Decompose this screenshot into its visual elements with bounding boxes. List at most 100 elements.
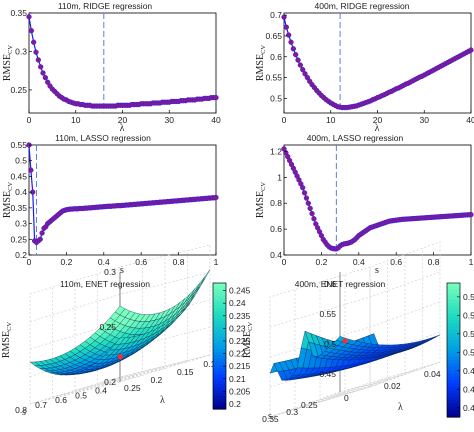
colorbar-segment [213,390,226,394]
y-tick-label: 0.55 [10,140,27,150]
colorbar-segment [213,364,226,369]
y-axis-label: RMSECV [2,182,14,219]
colorbar-segment [213,292,226,297]
colorbar-segment [447,380,460,385]
colorbar-tick-label: 0.56 [463,292,474,302]
x-tick-label: 0.8 [173,257,185,267]
colorbar-segment [447,339,460,344]
x-tick-label: 0 [282,115,287,125]
colorbar-segment [213,393,226,397]
colorbar-tick-label: 0.235 [229,311,251,321]
lambda-axis-label: λ [160,395,165,406]
s-tick-label: 0.5 [75,390,87,400]
data-point [33,49,39,55]
x-tick-label: 30 [420,115,430,125]
colorbar-segment [447,413,460,418]
z-gridline [269,271,441,328]
z-axis-label: RMSECV [242,322,254,359]
rmse-curve [28,144,217,244]
y-tick-label: 0.2 [15,250,27,260]
chart-title: 110m, LASSO regression [55,133,151,143]
panel-enet-400m: 400m, ENET regression 0.450.50.550.6 0.2… [242,241,474,424]
z-tick-label: 0.5 [324,339,336,349]
colorbar-segment [447,406,460,411]
y-tick-label: 0.25 [10,85,27,95]
colorbar-frame [212,282,227,410]
colorbar-segment [213,295,226,300]
x-tick-labels: 0 10 20 30 40 [282,110,474,125]
colorbar-segment [447,396,460,401]
data-point [300,67,306,73]
colorbar-tick-label: 0.5 [463,347,474,357]
colorbar-tick-label: 0.52 [463,329,474,339]
x-tick-label: 0 [27,257,32,267]
colorbar-segment [213,352,226,357]
lambda-tick-label: 0.04 [424,369,441,379]
colorbar-tick-label: 0.46 [463,384,474,394]
z-tick-label: 0.45 [319,369,336,379]
data-point [286,32,292,38]
colorbar-tick-label: 0.205 [229,386,251,396]
s-tick-label: 0.4 [95,385,107,395]
colorbar-segment [447,366,460,371]
colorbar-segment [213,374,226,379]
side-wall [119,244,211,378]
v-gridline [97,273,188,385]
s-tick-label: 0.3 [286,407,298,417]
panel-lasso-110m: 110m, LASSO regression 0 0.2 0.4 0.6 0.8 1 0.… [2,133,219,276]
colorbar-segment [213,301,226,306]
colorbar-segment [447,360,460,364]
y-tick-label: 0.45 [10,171,27,181]
colorbar-tick-label: 0.24 [229,298,246,308]
colorbar-segment [447,296,460,301]
y-tick-label: 1 [277,172,282,182]
colorbar-segment [447,333,460,338]
colorbar-segment [213,308,226,312]
data-point [300,185,306,191]
lambda-tick-labels: 0 0.02 0.04 [344,369,441,403]
data-point [283,24,289,30]
colorbar-segment [447,326,460,331]
data-point [295,57,301,63]
colorbar-segment [213,336,226,341]
colorbar-segment [447,343,460,348]
axes-box-3d [269,241,441,418]
x-tick-label: 0.2 [60,257,72,267]
data-point [42,74,49,81]
colorbar-segment [213,396,226,401]
colorbar-tick-label: 0.48 [463,366,474,376]
colorbar-segment [213,368,226,372]
x-tick-label: 10 [326,115,336,125]
z-tick-labels: 0.45 0.5 0.55 0.6 [319,279,336,379]
data-point [28,28,34,34]
data-point [297,62,304,68]
z-tick-labels: 0.2 0.25 0.3 [99,267,116,387]
colorbar-segment [447,319,460,324]
x-tick-label: 0.8 [428,257,440,267]
s-tick-labels: 0.250.3 0.35 [262,400,318,424]
x-tick-label: 0.4 [353,257,365,267]
v-gridline [294,289,366,410]
data-point [302,71,308,77]
y-tick-label: 0.6 [270,52,282,62]
v-gridline [344,274,416,395]
u-gridline [287,260,388,412]
x-axis-label: λ [120,123,125,134]
data-points [281,146,474,252]
z-tick-label: 0.55 [319,309,336,319]
z-tick-label: 0.3 [104,267,116,277]
colorbar-segment [447,383,460,388]
colorbar-segment [447,350,460,354]
x-axis-label: s [375,265,379,276]
colorbar: 0.56 0.54 0.52 0.5 0.48 0.46 0.44 [446,282,474,418]
surface-patch [114,337,126,345]
x-tick-label: 0.6 [390,257,402,267]
colorbar-segment [447,336,460,341]
colorbar-segment [447,323,460,328]
x-tick-label: 1 [469,257,474,267]
colorbar-segment [213,342,226,347]
y-tick-label: 1.2 [270,146,282,156]
y-tick-label: 0.35 [10,8,27,18]
colorbar-segment [447,316,460,321]
colorbar-tick-label: 0.54 [463,310,474,320]
